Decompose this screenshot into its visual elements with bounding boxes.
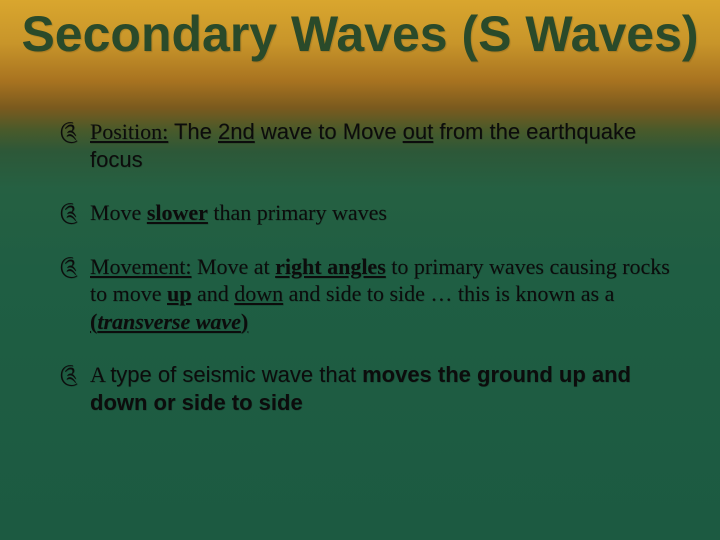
bullet-item: ༊Movement: Move at right angles to prima…: [60, 253, 670, 336]
slide-title: Secondary Waves (S Waves): [0, 8, 720, 61]
text-run: Movement:: [90, 254, 191, 279]
bullet-item: ༊A type of seismic wave that moves the g…: [60, 361, 670, 416]
bullet-icon: ༊: [60, 120, 78, 145]
slide-body: ༊Position: The 2nd wave to Move out from…: [60, 118, 670, 442]
text-run: A: [90, 362, 110, 387]
text-run: up: [167, 281, 191, 306]
text-run: and side to side … this is known as a: [283, 281, 614, 306]
text-run: 2nd: [218, 119, 255, 144]
bullet-icon: ༊: [60, 255, 78, 280]
text-run: and: [191, 281, 234, 306]
bullet-icon: ༊: [60, 201, 78, 226]
text-run: ): [241, 309, 248, 334]
text-run: wave to Move: [255, 119, 403, 144]
text-run: right angles: [275, 254, 386, 279]
text-run: Move: [90, 200, 147, 225]
text-run: slower: [147, 200, 208, 225]
text-run: transverse wave: [97, 309, 241, 334]
text-run: than primary waves: [208, 200, 387, 225]
bullet-icon: ༊: [60, 363, 78, 388]
bullet-item: ༊ Move slower than primary waves: [60, 199, 670, 227]
text-run: out: [403, 119, 434, 144]
slide: Secondary Waves (S Waves) ༊ Position: The…: [0, 0, 720, 540]
bullet-item: ༊Position: The 2nd wave to Move out from…: [60, 118, 670, 173]
text-run: The: [168, 119, 218, 144]
text-run: type of seismic wave that: [110, 362, 362, 387]
text-run: Position:: [90, 119, 168, 144]
text-run: down: [234, 281, 283, 306]
text-run: Move at: [191, 254, 275, 279]
